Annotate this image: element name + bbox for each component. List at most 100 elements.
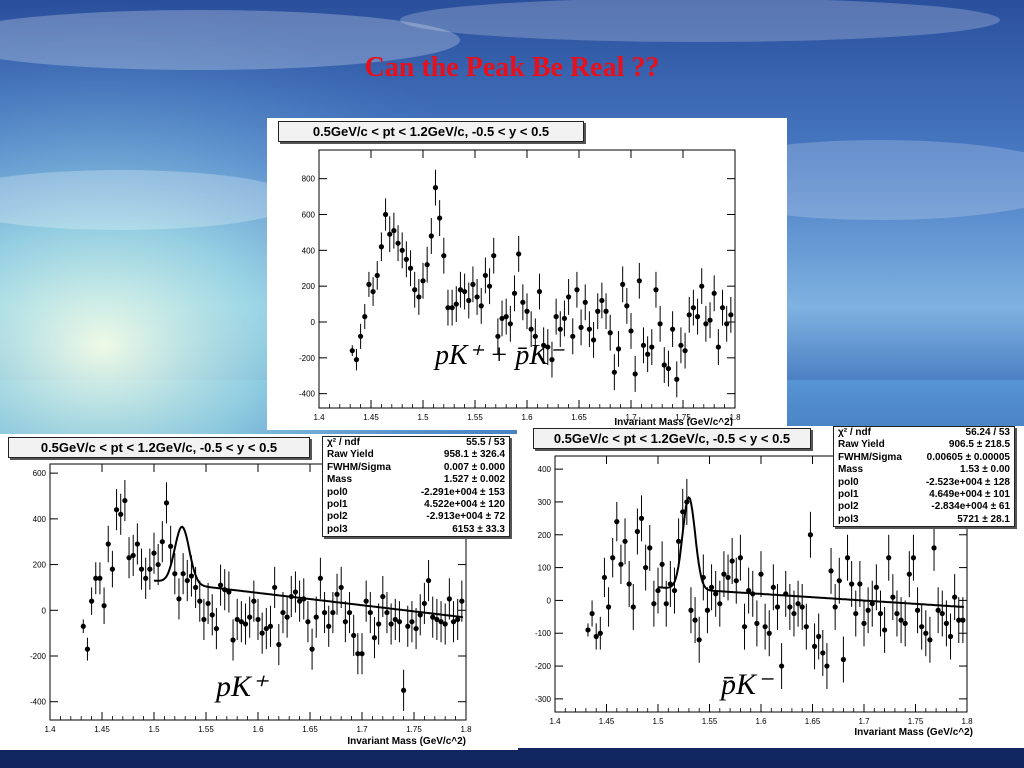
stats-row: pol3 6153 ± 33.3 [323, 524, 509, 536]
left-data-point [184, 560, 190, 602]
right-marker [605, 604, 612, 610]
right-marker [614, 519, 620, 525]
stats-row: Raw Yield 906.5 ± 218.5 [834, 439, 1014, 451]
right-marker [779, 663, 785, 669]
left-marker [384, 609, 390, 616]
left-data-point [401, 669, 407, 711]
left-marker [188, 573, 195, 579]
top-data-point [661, 347, 667, 383]
top-data-point [682, 332, 688, 369]
left-data-point [309, 628, 315, 670]
top-x-tick-label: 1.65 [571, 413, 587, 422]
left-data-point [168, 525, 174, 567]
top-marker [516, 251, 522, 257]
right-data-point [770, 564, 776, 611]
left-marker [138, 566, 145, 572]
right-data-point [840, 636, 846, 683]
top-marker [657, 321, 663, 327]
top-y-tick-label: 800 [302, 175, 316, 184]
right-marker [787, 604, 793, 610]
left-marker [89, 598, 95, 604]
left-data-point [384, 592, 390, 634]
top-data-point [699, 268, 705, 305]
stats-row: pol2 -2.913e+004 ± 72 [323, 511, 509, 523]
left-data-point [134, 523, 140, 565]
stats-label: pol3 [838, 513, 859, 525]
top-reaction-label: pK⁺ + p̄K⁻ [433, 340, 565, 371]
right-marker [906, 571, 912, 577]
top-marker [445, 305, 451, 311]
top-marker [536, 288, 543, 295]
left-marker [392, 616, 398, 623]
left-marker [363, 598, 369, 604]
left-marker [159, 539, 165, 545]
top-marker [399, 247, 405, 253]
right-data-point [746, 567, 752, 614]
top-data-point [528, 311, 534, 348]
right-marker [919, 624, 925, 630]
right-data-point [890, 574, 896, 621]
top-x-tick-label: 1.55 [467, 413, 483, 422]
right-marker [799, 604, 805, 610]
top-data-point [478, 287, 484, 324]
right-marker [939, 610, 945, 617]
right-marker [849, 581, 855, 587]
left-data-point [388, 603, 394, 645]
right-marker [943, 620, 949, 626]
left-marker [330, 609, 336, 616]
left-data-point [176, 578, 182, 620]
right-marker [721, 571, 727, 577]
right-data-point [774, 584, 781, 630]
right-data-point [939, 590, 945, 637]
top-marker [432, 185, 439, 191]
right-marker [910, 555, 917, 561]
right-data-point [787, 584, 793, 630]
left-data-point [459, 580, 465, 622]
right-data-point [696, 616, 702, 663]
top-marker [570, 333, 576, 339]
left-marker [109, 566, 115, 572]
top-marker [449, 305, 455, 311]
stats-row: pol1 4.649e+004 ± 101 [834, 489, 1014, 501]
left-data-point [292, 571, 299, 613]
right-marker [890, 594, 896, 600]
left-marker [434, 616, 440, 623]
top-data-point [462, 273, 468, 310]
right-data-point [902, 600, 908, 647]
top-data-point [674, 361, 680, 398]
right-data-point [960, 597, 966, 644]
top-x-tick-label: 1.75 [675, 413, 691, 422]
right-marker [836, 578, 842, 584]
top-data-point [686, 296, 692, 333]
top-marker [437, 215, 443, 221]
left-x-tick-label: 1.55 [198, 725, 214, 734]
right-x-tick-label: 1.5 [652, 717, 664, 726]
top-marker [528, 326, 534, 332]
stats-row: Mass 1.527 ± 0.002 [323, 474, 509, 486]
right-marker [869, 601, 875, 607]
top-marker [682, 348, 688, 354]
top-data-point [370, 277, 376, 306]
top-data-point [424, 246, 430, 283]
top-marker [574, 287, 580, 293]
top-marker [649, 344, 655, 350]
top-data-point [391, 212, 397, 249]
right-data-point [626, 561, 632, 607]
top-marker [474, 294, 480, 300]
right-marker [824, 663, 830, 669]
right-marker [791, 610, 797, 617]
top-data-point [395, 225, 401, 262]
stats-value: 1.53 ± 0.00 [960, 464, 1010, 476]
stats-value: 4.649e+004 ± 101 [929, 489, 1010, 501]
left-data-point [396, 601, 403, 643]
right-marker [593, 633, 599, 640]
top-marker [532, 333, 538, 339]
left-marker [259, 630, 265, 636]
top-x-tick-label: 1.45 [363, 413, 379, 422]
top-data-point [670, 311, 676, 348]
top-marker [586, 326, 592, 332]
left-data-point [438, 601, 444, 643]
right-data-point [779, 643, 785, 690]
top-marker [428, 233, 434, 239]
top-marker [549, 357, 555, 363]
